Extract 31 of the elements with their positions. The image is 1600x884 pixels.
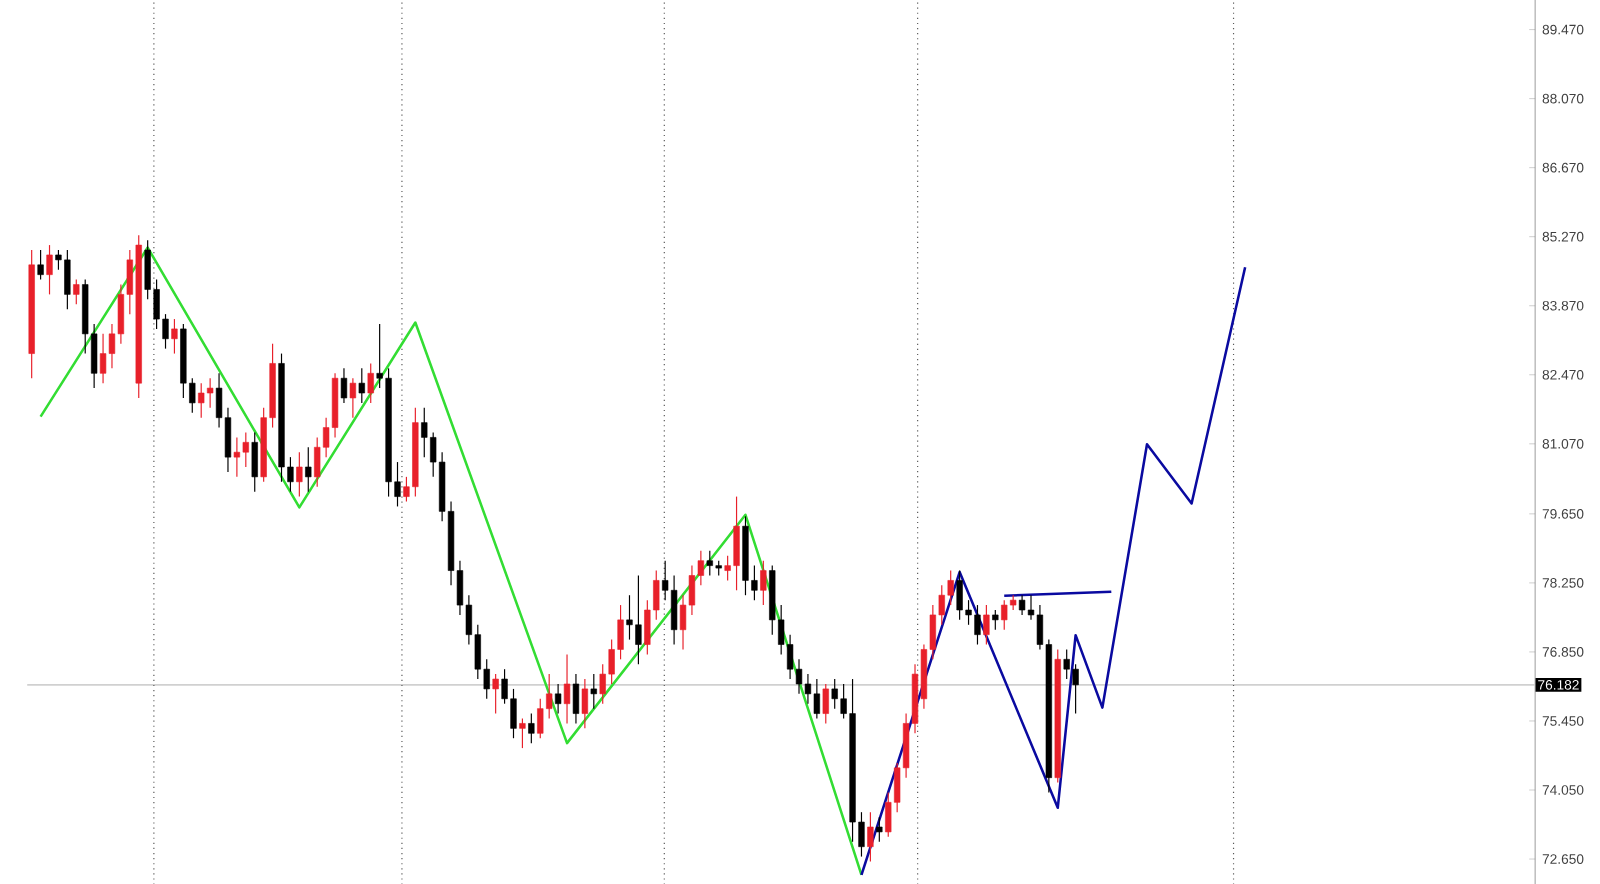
candlestick [37,249,44,280]
candlestick [99,332,107,384]
candlestick [171,318,178,354]
candlestick [554,683,562,714]
candlestick [876,816,883,843]
candlestick [983,604,990,645]
candlestick [233,436,241,478]
candlestick [206,377,214,409]
candlestick [590,673,597,709]
candlestick [296,451,303,497]
candlestick [251,431,258,492]
candlestick [519,717,526,749]
candlestick [349,377,357,418]
candlestick [760,559,767,606]
candlestick [581,678,589,729]
candlestick [340,367,348,404]
candlestick [563,653,571,724]
candlestick [358,367,365,404]
candlestick [492,673,499,714]
candlestick [46,244,53,295]
candlestick [867,811,874,862]
candlestick [992,609,999,630]
candlestick [367,362,374,404]
line-series [39,245,863,876]
candlestick [73,278,80,305]
line-series [860,265,1247,876]
candlestick [572,673,580,724]
candlestick [822,683,829,724]
candlestick [528,712,535,744]
candlestick [305,446,312,492]
candlestick [670,574,678,645]
